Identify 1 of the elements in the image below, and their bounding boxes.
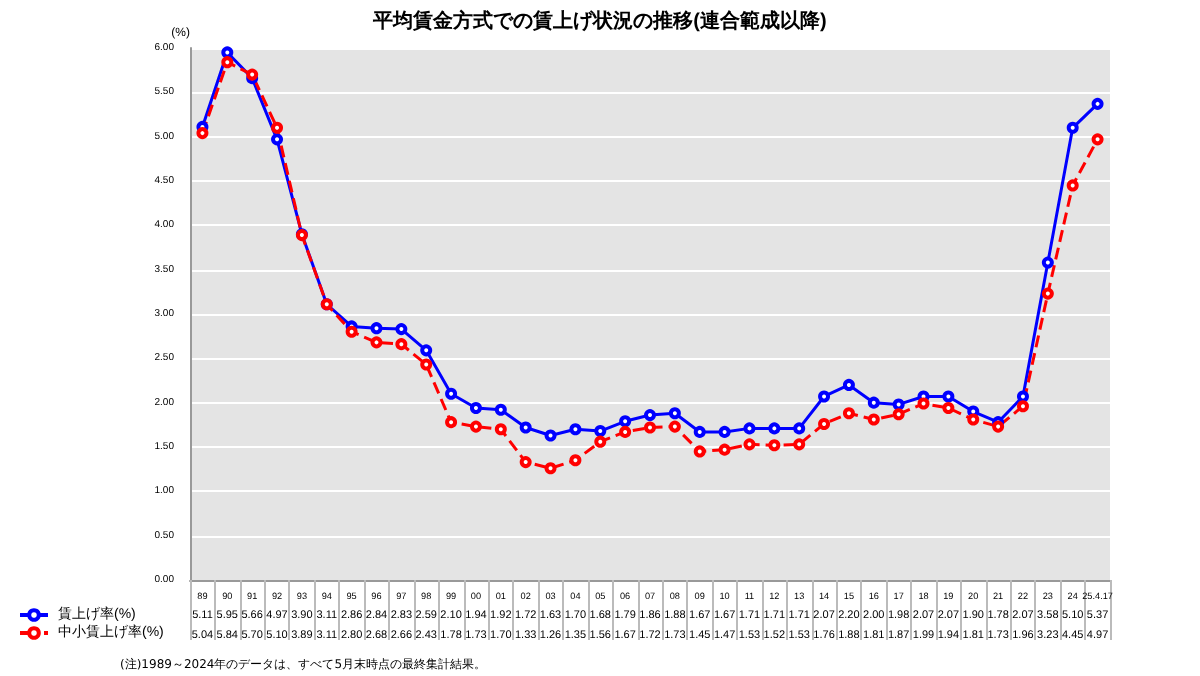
chart-title: 平均賃金方式での賃上げ状況の推移(連合範成以降) [371,9,827,33]
